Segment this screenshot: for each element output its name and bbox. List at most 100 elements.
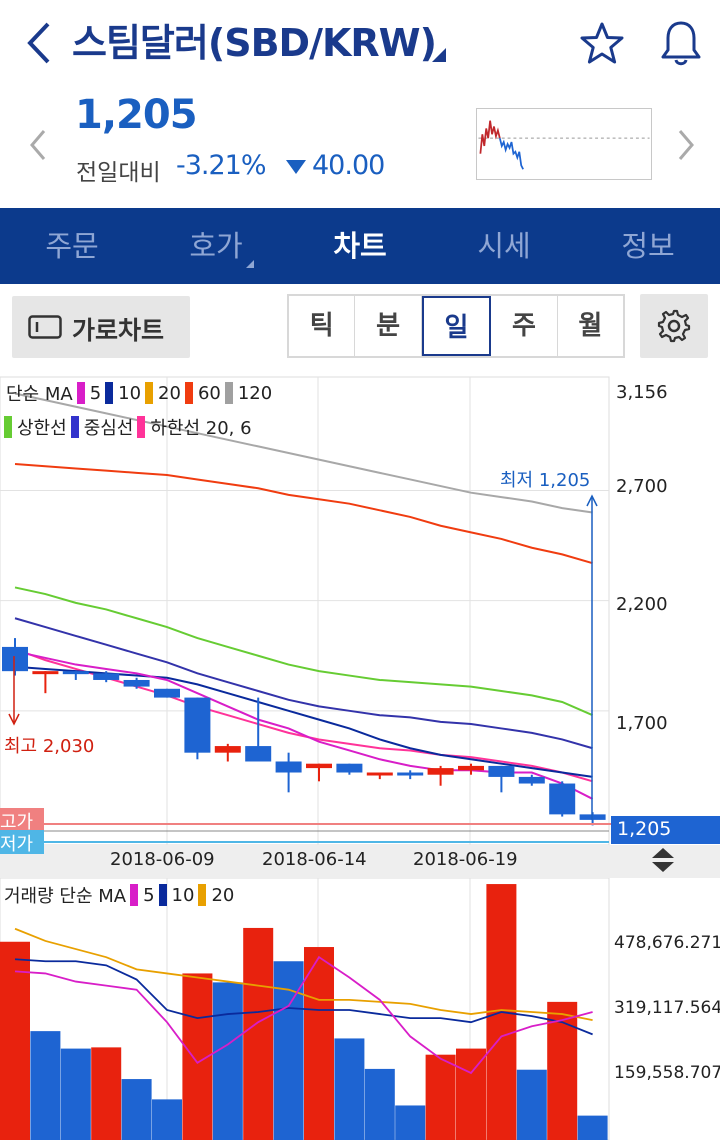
ma60-line [14,463,593,565]
tab-market-price[interactable]: 시세 [432,208,576,284]
volume-bar [395,1105,426,1140]
previous-coin-arrow-icon[interactable] [26,125,50,165]
page-title[interactable]: 스팀달러(SBD/KRW) [72,21,437,65]
candle-body [123,679,150,687]
volume-bar [91,1047,122,1140]
volume-ma20-line [14,927,593,1022]
legend-middle-swatch [70,416,79,438]
change-percent: -3.21% [176,150,267,181]
volume-bar [121,1079,152,1140]
volume-bar [152,1099,182,1140]
landscape-screen-icon [28,315,62,339]
legend-vol-ma10-label: 10 [171,884,195,906]
volume-y-tick-label: 319,117.564 [614,998,720,1018]
y-tick-label: 2,200 [616,594,668,615]
volume-bar [516,1069,547,1140]
lowest-price-arrowhead [586,494,598,507]
legend-vol-ma10-swatch [158,884,167,906]
volume-bar [577,1115,608,1140]
y-tick-label: 2,700 [616,476,668,497]
volume-bar [334,1038,365,1140]
title-dropdown-caret-icon[interactable] [430,48,446,62]
legend-upper-label: 상한선 [17,418,67,439]
volume-bar [304,947,334,1140]
candle-body [458,765,484,771]
period-day-button[interactable]: 일 [421,296,492,356]
candle-body [366,772,393,776]
volume-bar [60,1048,91,1140]
legend-ma120-label: 120 [237,382,273,404]
change-amount: 40.00 [312,150,385,181]
tab-chart[interactable]: 차트 [288,208,432,284]
period-selector: 틱 분 일 주 월 [287,294,625,358]
landscape-chart-label: 가로차트 [72,316,165,345]
change-label: 전일대비 [76,160,161,186]
favorite-star-icon[interactable] [578,20,626,68]
period-week-button[interactable]: 주 [491,296,558,356]
volume-ma5-line [14,955,593,1075]
bollinger-upper-line [14,586,593,717]
back-arrow-icon[interactable] [20,18,60,68]
x-tick-label: 2018-06-19 [413,849,518,870]
legend-ma60-label: 60 [197,382,221,404]
tab-info[interactable]: 정보 [576,208,720,284]
legend-ma20-label: 20 [158,382,181,404]
volume-bar [0,941,30,1140]
high-price-tag: 고가 [0,808,44,833]
notification-bell-icon[interactable] [658,18,704,68]
period-month-button[interactable]: 월 [578,311,603,341]
price-volume-chart[interactable] [0,370,720,1140]
candle-body [184,697,211,753]
ma120-line [14,392,593,514]
highest-price-arrowhead [8,713,20,726]
legend-lower-swatch [137,416,146,438]
x-axis-strip [0,845,720,878]
candle-body [306,763,332,769]
main-tab-bar: 주문 호가 차트 시세 정보 [0,208,720,284]
volume-bar [30,1031,61,1140]
chart-settings-button[interactable] [640,294,708,358]
low-price-tag: 저가 [0,830,44,855]
volume-legend-title: 거래량 단순 MA [4,886,127,907]
down-triangle-icon [286,160,306,174]
volume-y-tick-label: 159,558.707 [614,1063,720,1083]
gear-icon [657,309,691,343]
resize-chart-handle-icon[interactable] [648,846,678,874]
price-ma-legend: 단순 MA 5 10 20 60 120 [6,380,272,406]
legend-middle-label: 중심선 [83,418,134,439]
legend-ma5-swatch [76,382,85,404]
y-tick-label: 1,700 [616,713,668,734]
volume-bar [547,1001,578,1140]
legend-upper-swatch [4,416,12,438]
tab-label: 호가 [189,229,243,263]
legend-ma20-swatch [145,382,154,404]
lowest-price-annotation: 최저 1,205 [500,470,591,491]
candle-body [214,746,241,753]
legend-vol-ma20-label: 20 [211,884,235,906]
next-coin-arrow-icon[interactable] [674,125,698,165]
legend-ma10-swatch [105,382,114,404]
candle-body [62,671,89,675]
volume-ma10-line [14,958,593,1036]
tab-label: 차트 [333,229,387,263]
current-price: 1,205 [75,92,198,138]
candle-body [518,776,545,784]
sparkline-up-segment [479,120,501,154]
period-tick-button[interactable]: 틱 [289,296,356,356]
period-minute-button[interactable]: 분 [355,296,422,356]
tab-label: 주문 [45,229,99,263]
tab-submenu-caret-icon [246,260,254,268]
volume-y-tick-label: 478,676.271 [614,933,720,953]
landscape-chart-button[interactable]: 가로차트 [12,296,190,358]
tab-order[interactable]: 주문 [0,208,144,284]
candle-body [275,761,302,773]
mini-sparkline-chart[interactable] [476,108,652,180]
tab-label: 시세 [477,229,531,263]
price-plot-frame [0,376,610,846]
candle-body [427,768,454,775]
tab-orderbook[interactable]: 호가 [144,208,288,284]
legend-vol-ma5-swatch [130,884,139,906]
volume-bar [456,1048,486,1140]
tab-label: 정보 [621,229,675,263]
